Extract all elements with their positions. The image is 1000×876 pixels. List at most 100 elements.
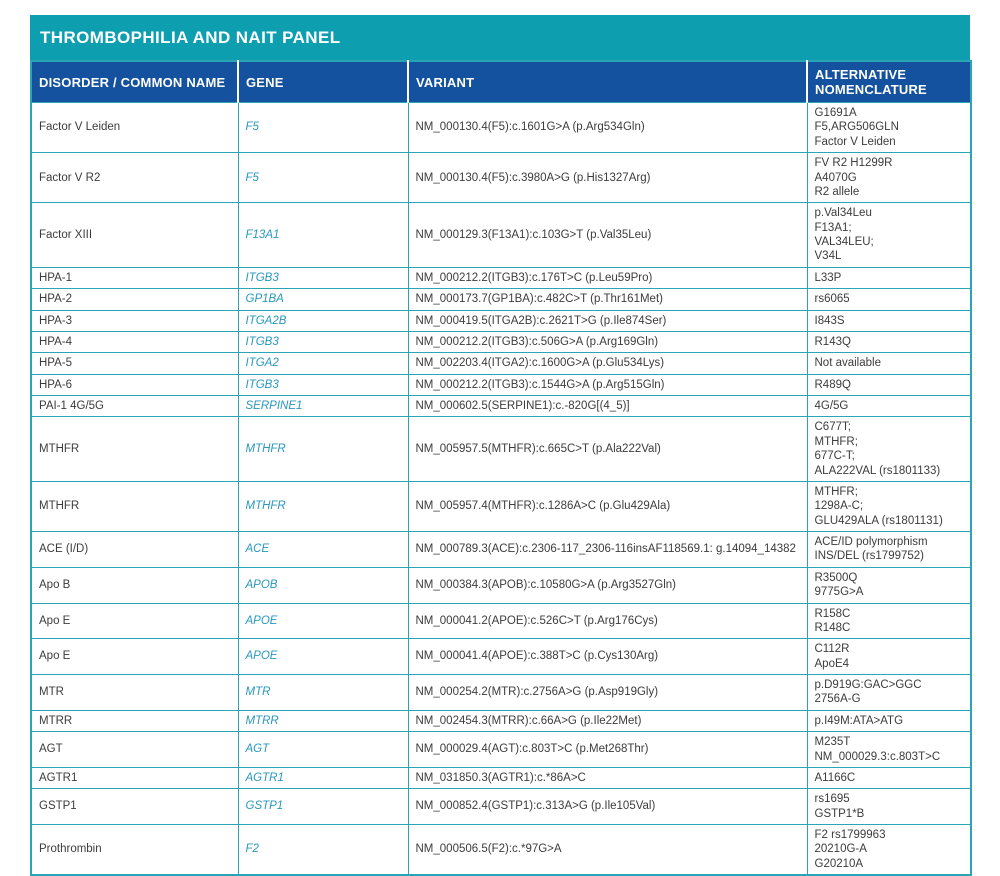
disorder-cell: HPA-2 xyxy=(30,288,239,311)
disorder-cell: GSTP1 xyxy=(30,788,239,825)
variant-cell: NM_000130.4(F5):c.3980A>G (p.His1327Arg) xyxy=(407,152,808,204)
table-row: PAI-1 4G/5G SERPINE1 NM_000602.5(SERPINE1)… xyxy=(30,394,972,418)
variant-cell: NM_000029.4(AGT):c.803T>C (p.Met268Thr) xyxy=(407,731,808,768)
variant-cell: NM_005957.5(MTHFR):c.665C>T (p.Ala222Val… xyxy=(407,416,808,482)
disorder-cell: ACE (I/D) xyxy=(30,531,239,568)
gene-cell: APOB xyxy=(237,566,409,604)
gene-cell: AGTR1 xyxy=(237,766,409,790)
table-row: Factor V Leiden F5 NM_000130.4(F5):c.1601G… xyxy=(30,101,972,154)
table-row: AGT AGT NM_000029.4(AGT):c.803T>C (p.Met26… xyxy=(30,731,972,768)
alt-nomenclature-cell: p.D919G:GAC>GGC 2756A-G xyxy=(806,674,972,711)
panel-title: THROMBOPHILIA AND NAIT PANEL xyxy=(30,15,970,60)
table-row: MTHFR MTHFR NM_005957.4(MTHFR):c.1286A>C (… xyxy=(30,480,972,533)
panel-table-body: Factor V Leiden F5 NM_000130.4(F5):c.1601G… xyxy=(30,101,972,876)
table-row: MTR MTR NM_000254.2(MTR):c.2756A>G (p.Asp9… xyxy=(30,674,972,711)
gene-cell: ACE xyxy=(237,531,409,568)
table-row: Apo B APOB NM_000384.3(APOB):c.10580G>A (p… xyxy=(30,566,972,604)
table-row: ACE (I/D) ACE NM_000789.3(ACE):c.2306-117_… xyxy=(30,531,972,568)
column-header-gene: GENE xyxy=(237,61,408,103)
variant-cell: NM_000041.4(APOE):c.388T>C (p.Cys130Arg) xyxy=(407,638,808,675)
alt-nomenclature-cell: F2 rs1799963 20210G-A G20210A xyxy=(806,824,972,876)
disorder-cell: Prothrombin xyxy=(30,824,239,876)
alt-nomenclature-cell: R489Q xyxy=(806,373,972,397)
alt-nomenclature-cell: L33P xyxy=(806,266,972,290)
variant-cell: NM_000041.2(APOE):c.526C>T (p.Arg176Cys) xyxy=(407,602,808,640)
disorder-cell: HPA-3 xyxy=(30,309,239,332)
gene-cell: F13A1 xyxy=(237,202,409,268)
alt-nomenclature-cell: R3500Q 9775G>A xyxy=(806,566,972,604)
table-row: MTHFR MTHFR NM_005957.5(MTHFR):c.665C>T (p… xyxy=(30,416,972,482)
variant-cell: NM_000419.5(ITGA2B):c.2621T>G (p.Ile874S… xyxy=(407,309,808,332)
variant-cell: NM_000789.3(ACE):c.2306-117_2306-116insA… xyxy=(407,531,808,568)
gene-cell: F5 xyxy=(237,152,409,204)
table-row: HPA-1 ITGB3 NM_000212.2(ITGB3):c.176T>C (p… xyxy=(30,266,972,290)
alt-nomenclature-cell: A1166C xyxy=(806,766,972,790)
column-header-alternative-nomenclature: ALTERNATIVE NOMENCLATURE xyxy=(806,61,971,103)
disorder-cell: HPA-5 xyxy=(30,352,239,375)
alt-nomenclature-cell: G1691A F5,ARG506GLN Factor V Leiden xyxy=(806,101,972,154)
variant-cell: NM_000212.2(ITGB3):c.1544G>A (p.Arg515Gl… xyxy=(407,373,808,397)
table-row: HPA-4 ITGB3 NM_000212.2(ITGB3):c.506G>A (p… xyxy=(30,330,972,354)
panel-table: DISORDER / COMMON NAME GENE VARIANT ALTE… xyxy=(30,60,972,876)
gene-cell: SERPINE1 xyxy=(237,394,409,418)
gene-cell: ITGB3 xyxy=(237,266,409,290)
gene-cell: GSTP1 xyxy=(237,788,409,825)
alt-nomenclature-cell: M235T NM_000029.3:c.803T>C xyxy=(806,731,972,768)
table-row: GSTP1 GSTP1 NM_000852.4(GSTP1):c.313A>G (p… xyxy=(30,788,972,825)
alt-nomenclature-cell: I843S xyxy=(806,309,972,332)
gene-cell: ITGA2B xyxy=(237,309,409,332)
table-row: Factor V R2 F5 NM_000130.4(F5):c.3980A>G (… xyxy=(30,152,972,204)
column-header-variant: VARIANT xyxy=(407,61,807,103)
variant-cell: NM_000212.2(ITGB3):c.176T>C (p.Leu59Pro) xyxy=(407,266,808,290)
disorder-cell: Factor XIII xyxy=(30,202,239,268)
alt-nomenclature-cell: ACE/ID polymorphism INS/DEL (rs1799752) xyxy=(806,531,972,568)
table-row: Apo E APOE NM_000041.4(APOE):c.388T>C (p.C… xyxy=(30,638,972,675)
gene-cell: ITGB3 xyxy=(237,330,409,354)
variant-cell: NM_000384.3(APOB):c.10580G>A (p.Arg3527G… xyxy=(407,566,808,604)
table-row: AGTR1 AGTR1 NM_031850.3(AGTR1):c.*86A>C A11… xyxy=(30,766,972,790)
gene-cell: MTR xyxy=(237,674,409,711)
gene-cell: AGT xyxy=(237,731,409,768)
alt-nomenclature-cell: C677T; MTHFR; 677C-T; ALA222VAL (rs18011… xyxy=(806,416,972,482)
disorder-cell: AGT xyxy=(30,731,239,768)
table-row: HPA-2 GP1BA NM_000173.7(GP1BA):c.482C>T (p… xyxy=(30,288,972,311)
alt-nomenclature-cell: rs1695 GSTP1*B xyxy=(806,788,972,825)
alt-nomenclature-cell: p.I49M:ATA>ATG xyxy=(806,709,972,733)
header-row: DISORDER / COMMON NAME GENE VARIANT ALTE… xyxy=(31,61,971,103)
gene-cell: MTHFR xyxy=(237,480,409,533)
gene-cell: F5 xyxy=(237,101,409,154)
gene-cell: MTRR xyxy=(237,709,409,733)
gene-cell: ITGB3 xyxy=(237,373,409,397)
variant-cell: NM_002203.4(ITGA2):c.1600G>A (p.Glu534Ly… xyxy=(407,352,808,375)
gene-cell: F2 xyxy=(237,824,409,876)
gene-cell: GP1BA xyxy=(237,288,409,311)
gene-cell: APOE xyxy=(237,638,409,675)
alt-nomenclature-cell: MTHFR; 1298A-C; GLU429ALA (rs1801131) xyxy=(806,480,972,533)
disorder-cell: Apo B xyxy=(30,566,239,604)
variant-cell: NM_000602.5(SERPINE1):c.-820G[(4_5)] xyxy=(407,394,808,418)
variant-cell: NM_000173.7(GP1BA):c.482C>T (p.Thr161Met… xyxy=(407,288,808,311)
alt-nomenclature-cell: p.Val34Leu F13A1; VAL34LEU; V34L xyxy=(806,202,972,268)
disorder-cell: Apo E xyxy=(30,602,239,640)
alt-nomenclature-cell: Not available xyxy=(806,352,972,375)
alt-nomenclature-cell: 4G/5G xyxy=(806,394,972,418)
variant-cell: NM_000506.5(F2):c.*97G>A xyxy=(407,824,808,876)
table-row: Factor XIII F13A1 NM_000129.3(F13A1):c.103… xyxy=(30,202,972,268)
gene-cell: ITGA2 xyxy=(237,352,409,375)
disorder-cell: AGTR1 xyxy=(30,766,239,790)
table-row: HPA-5 ITGA2 NM_002203.4(ITGA2):c.1600G>A (… xyxy=(30,352,972,375)
variant-cell: NM_000130.4(F5):c.1601G>A (p.Arg534Gln) xyxy=(407,101,808,154)
table-row: Prothrombin F2 NM_000506.5(F2):c.*97G>A F2 … xyxy=(30,824,972,876)
page: THROMBOPHILIA AND NAIT PANEL DISORDER / … xyxy=(30,15,972,876)
disorder-cell: MTRR xyxy=(30,709,239,733)
disorder-cell: HPA-6 xyxy=(30,373,239,397)
table-row: HPA-6 ITGB3 NM_000212.2(ITGB3):c.1544G>A (… xyxy=(30,373,972,397)
disorder-cell: MTHFR xyxy=(30,416,239,482)
disorder-cell: HPA-1 xyxy=(30,266,239,290)
variant-cell: NM_000129.3(F13A1):c.103G>T (p.Val35Leu) xyxy=(407,202,808,268)
alt-nomenclature-cell: R143Q xyxy=(806,330,972,354)
variant-cell: NM_031850.3(AGTR1):c.*86A>C xyxy=(407,766,808,790)
disorder-cell: MTHFR xyxy=(30,480,239,533)
variant-cell: NM_000254.2(MTR):c.2756A>G (p.Asp919Gly) xyxy=(407,674,808,711)
alt-nomenclature-cell: rs6065 xyxy=(806,288,972,311)
